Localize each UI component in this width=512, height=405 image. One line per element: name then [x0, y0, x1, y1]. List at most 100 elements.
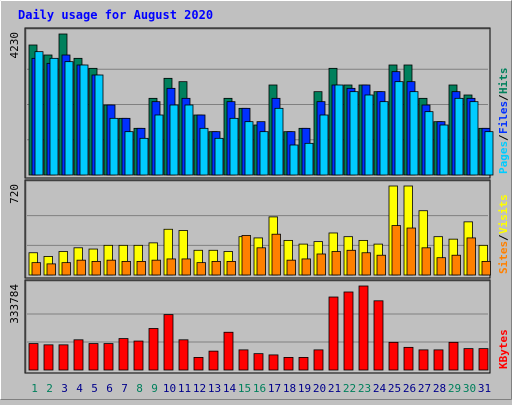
bar-sites-3	[61, 262, 71, 276]
x-tick-label-7: 7	[121, 382, 128, 395]
bar-kbytes-9	[148, 328, 159, 371]
bar-sites-23	[361, 252, 371, 276]
bar-pages-14	[229, 117, 239, 176]
legend-separator: /	[497, 94, 510, 101]
bar-pages-7	[124, 131, 134, 176]
x-tick-label-27: 27	[418, 382, 431, 395]
x-tick-label-14: 14	[223, 382, 237, 395]
x-tick-label-22: 22	[343, 382, 356, 395]
bar-pages-31	[484, 131, 494, 176]
bar-kbytes-26	[403, 346, 414, 371]
bar-kbytes-30	[463, 348, 474, 371]
bar-kbytes-16	[253, 353, 264, 371]
bar-pages-9	[154, 114, 164, 176]
legend-item-visits: Visits	[497, 194, 510, 234]
x-tick-label-12: 12	[193, 382, 206, 395]
bar-sites-17	[271, 233, 281, 276]
bar-kbytes-1	[28, 343, 39, 371]
x-tick-label-25: 25	[388, 382, 401, 395]
bar-kbytes-15	[238, 349, 249, 371]
x-tick-label-17: 17	[268, 382, 281, 395]
bar-pages-20	[319, 114, 329, 176]
x-tick-label-2: 2	[46, 382, 53, 395]
bar-pages-8	[139, 137, 149, 176]
bar-pages-6	[109, 117, 119, 176]
x-axis-labels: 1 2 3 4 5 6 7 8 9 10 11 12 13 14 15 16 17 18 19 20 21 22 23 24 2…	[31, 382, 491, 395]
legend-item-hits: Hits	[497, 68, 510, 95]
y-max-label: 333784	[8, 284, 21, 324]
bar-kbytes-13	[208, 350, 219, 371]
bar-pages-24	[379, 101, 389, 176]
bar-sites-31	[481, 261, 491, 276]
bar-sites-21	[331, 251, 341, 276]
bar-sites-14	[226, 261, 236, 276]
bar-sites-15	[241, 235, 251, 276]
bar-sites-13	[211, 261, 221, 276]
bar-pages-4	[79, 64, 89, 176]
legend-hits-files-pages: Pages/Files/Hits	[497, 68, 510, 175]
bar-sites-24	[376, 254, 386, 276]
x-tick-label-10: 10	[163, 382, 176, 395]
bar-pages-17	[274, 107, 284, 176]
y-max-label: 720	[8, 184, 21, 204]
x-tick-label-9: 9	[151, 382, 158, 395]
legend-item-sites: Sites	[497, 241, 510, 274]
bar-pages-22	[349, 91, 359, 176]
bar-pages-26	[409, 91, 419, 176]
bar-kbytes-7	[118, 338, 129, 371]
x-tick-label-5: 5	[91, 382, 98, 395]
bar-kbytes-8	[133, 340, 144, 371]
bar-kbytes-2	[43, 344, 54, 371]
x-tick-label-26: 26	[403, 382, 416, 395]
bar-sites-22	[346, 249, 356, 276]
bar-sites-25	[391, 225, 401, 276]
x-tick-label-4: 4	[76, 382, 83, 395]
bar-pages-10	[169, 104, 179, 176]
bar-pages-11	[184, 104, 194, 176]
bar-pages-23	[364, 94, 374, 176]
bar-sites-6	[106, 259, 116, 276]
bar-kbytes-14	[223, 331, 234, 371]
x-tick-label-1: 1	[31, 382, 38, 395]
bar-pages-16	[259, 131, 269, 176]
bar-kbytes-5	[88, 343, 99, 371]
bar-kbytes-4	[73, 339, 84, 371]
bar-pages-1	[34, 51, 44, 176]
bar-kbytes-22	[343, 291, 354, 371]
x-tick-label-3: 3	[61, 382, 68, 395]
bar-sites-27	[421, 247, 431, 276]
bar-sites-8	[136, 261, 146, 276]
bar-kbytes-20	[313, 349, 324, 371]
bar-sites-1	[31, 262, 41, 276]
bar-kbytes-17	[268, 354, 279, 371]
bar-kbytes-23	[358, 285, 369, 371]
bar-sites-11	[181, 258, 191, 276]
x-tick-label-20: 20	[313, 382, 326, 395]
bar-sites-29	[451, 254, 461, 276]
x-tick-label-30: 30	[463, 382, 476, 395]
bar-pages-3	[64, 61, 74, 176]
bar-kbytes-25	[388, 341, 399, 371]
panel-visits-sites: 720 Sites/Visits	[8, 179, 510, 279]
x-tick-label-24: 24	[373, 382, 387, 395]
bar-sites-30	[466, 237, 476, 276]
bar-kbytes-27	[418, 349, 429, 371]
x-tick-label-11: 11	[178, 382, 191, 395]
x-tick-label-31: 31	[478, 382, 491, 395]
panel-kbytes: 333784 KBytes	[8, 279, 510, 374]
bar-pages-5	[94, 74, 104, 176]
bar-sites-5	[91, 261, 101, 276]
bar-kbytes-29	[448, 341, 459, 371]
x-tick-label-15: 15	[238, 382, 251, 395]
bar-pages-30	[469, 101, 479, 176]
bar-pages-15	[244, 121, 254, 176]
bar-pages-25	[394, 81, 404, 176]
x-tick-label-29: 29	[448, 382, 461, 395]
bar-sites-12	[196, 262, 206, 276]
x-tick-label-23: 23	[358, 382, 371, 395]
bar-kbytes-21	[328, 296, 339, 371]
bar-sites-9	[151, 259, 161, 276]
